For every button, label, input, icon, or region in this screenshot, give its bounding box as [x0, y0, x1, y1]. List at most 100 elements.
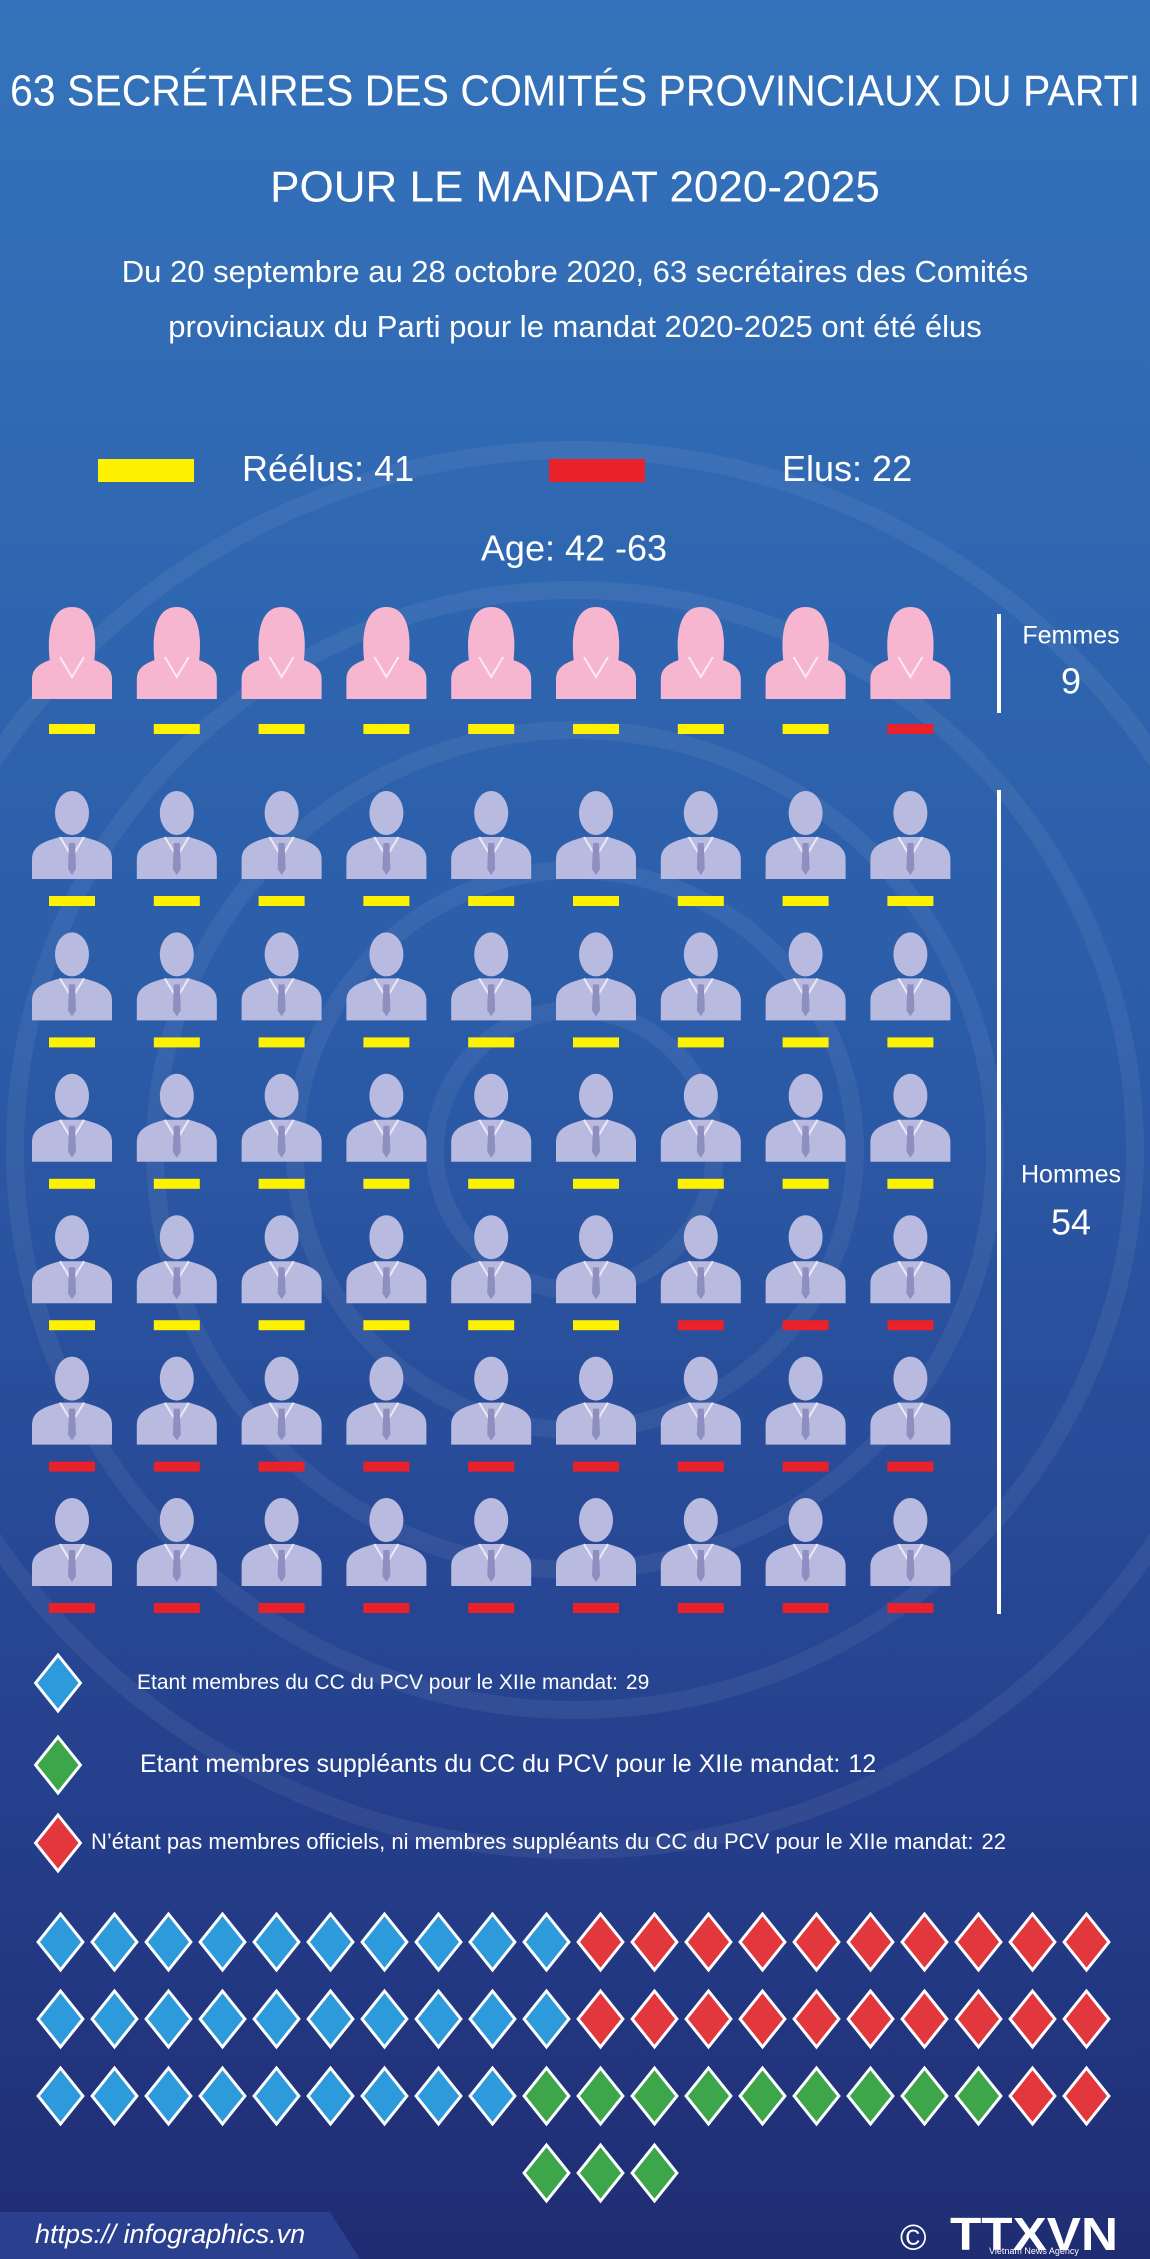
member-diamond [1008, 1911, 1057, 1973]
status-bar [153, 1603, 200, 1613]
status-bar [49, 1461, 95, 1472]
member-diamond [198, 1911, 247, 1973]
status-bar [468, 724, 515, 734]
tie [696, 843, 705, 875]
title: POUR LE MANDAT 2020-2025 [270, 163, 880, 212]
tie [277, 984, 286, 1017]
status-bar [677, 724, 724, 734]
member-diamond [738, 2065, 787, 2127]
tie [592, 1267, 600, 1300]
tie [906, 984, 915, 1017]
legend-label: Réélus: [242, 448, 364, 489]
status-bar [49, 1320, 95, 1331]
member-diamond [630, 2142, 679, 2204]
head [579, 1215, 613, 1260]
group-label: Femmes [1022, 622, 1119, 650]
man-icon [556, 1356, 636, 1445]
member-diamond [684, 2065, 733, 2127]
member-diamond [144, 1911, 193, 1973]
head [264, 1073, 299, 1118]
head [683, 1356, 718, 1401]
member-diamond [846, 1988, 895, 2050]
man-icon [660, 1498, 741, 1586]
member-diamond [360, 1911, 409, 1973]
member-diamond [36, 2065, 85, 2127]
tie [382, 1125, 391, 1158]
member-diamond [954, 1911, 1003, 1973]
tie [172, 984, 181, 1017]
woman-icon [765, 607, 846, 699]
member-diamond [900, 2065, 949, 2127]
head [55, 611, 89, 655]
status-bar [49, 1178, 95, 1189]
head [159, 1356, 194, 1401]
logo-subtitle: Vietnam News Agency [989, 2246, 1079, 2256]
man-icon [241, 791, 322, 879]
member-diamond [630, 2065, 679, 2127]
man-icon [870, 1073, 951, 1162]
man-icon [765, 791, 846, 879]
membership-entry: Etant membres suppléants du CC du PCV po… [140, 1750, 876, 1778]
status-bar [887, 896, 934, 906]
tie [801, 1267, 810, 1300]
man-icon [346, 1498, 427, 1586]
tie [906, 1550, 915, 1582]
woman-icon [241, 607, 322, 699]
man-icon [32, 791, 112, 879]
member-diamond [144, 2065, 193, 2127]
legend-label: Elus: [782, 448, 862, 489]
tie [696, 1125, 705, 1158]
head [788, 611, 823, 655]
status-bar [468, 1037, 515, 1048]
status-bar [887, 1037, 934, 1048]
logo: TTXVN [950, 2208, 1118, 2259]
status-bar [573, 1178, 619, 1189]
collar [897, 656, 924, 679]
head [683, 932, 718, 977]
member-diamond [306, 2065, 355, 2127]
man-icon [660, 1073, 741, 1162]
tie [592, 1125, 600, 1158]
head [579, 1498, 613, 1542]
legend-entry: Réélus: 41 [242, 448, 414, 489]
head [474, 1215, 509, 1260]
man-icon [451, 791, 532, 879]
member-diamond [576, 2142, 625, 2204]
head [264, 1356, 299, 1401]
head [788, 1215, 823, 1260]
tie [906, 843, 915, 875]
head [55, 1498, 89, 1542]
legend-value: 41 [374, 448, 414, 489]
tie [68, 843, 76, 875]
member-diamond [198, 1988, 247, 2050]
status-bar [782, 1320, 829, 1331]
member-diamond [414, 1911, 463, 1973]
collar [792, 656, 819, 679]
man-icon [32, 1498, 112, 1586]
subtitle: provinciaux du Parti pour le mandat 2020… [168, 309, 981, 344]
tie [382, 1550, 391, 1582]
collar [59, 656, 85, 679]
status-bar [573, 1603, 619, 1613]
head [788, 791, 823, 835]
tie [592, 843, 600, 875]
member-diamond [36, 1988, 85, 2050]
status-bar [887, 724, 934, 734]
member-diamond [576, 1988, 625, 2050]
member-diamond [36, 1911, 85, 1973]
status-bar [153, 896, 200, 906]
member-diamond [468, 2065, 517, 2127]
member-diamond [792, 1988, 841, 2050]
status-bar [782, 1178, 829, 1189]
member-diamond [738, 1988, 787, 2050]
man-icon [32, 1073, 112, 1162]
head [579, 1356, 613, 1401]
tie [172, 1550, 181, 1582]
woman-icon [32, 607, 112, 699]
member-diamond [954, 2065, 1003, 2127]
man-icon [556, 932, 636, 1021]
status-bar [153, 1461, 200, 1472]
head [893, 932, 928, 977]
head [369, 791, 404, 835]
